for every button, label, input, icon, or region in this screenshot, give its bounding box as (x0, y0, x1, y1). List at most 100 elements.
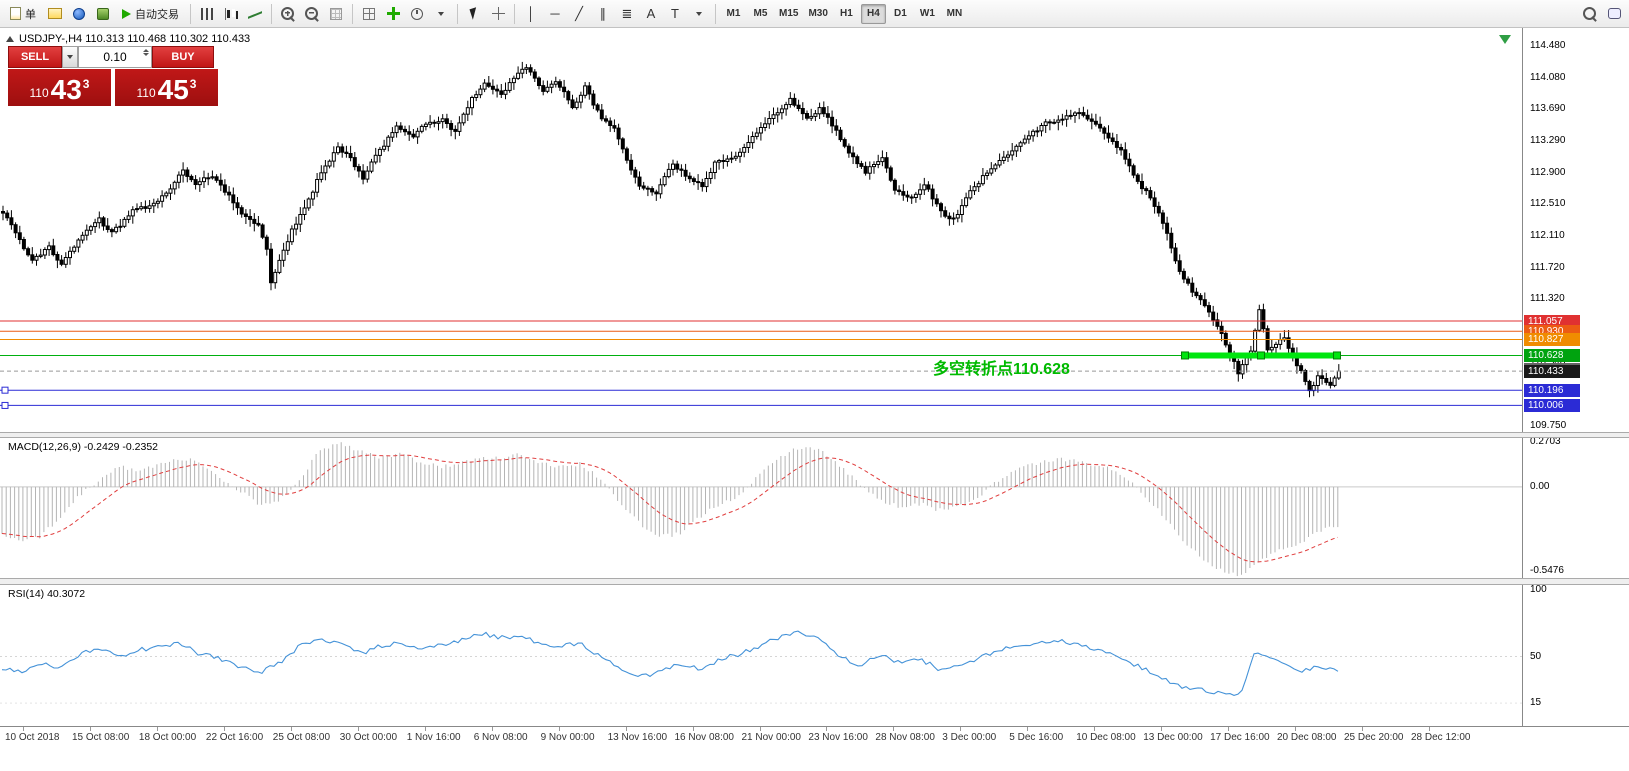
rsi-axis-label: 15 (1530, 697, 1542, 709)
rsi-chart[interactable] (0, 585, 1522, 726)
time-tick (759, 727, 761, 731)
price-badge: 110.196 (1524, 383, 1580, 397)
lot-dropdown-button[interactable] (62, 46, 78, 68)
sell-price-pip: 3 (82, 77, 90, 91)
timeframe-mn[interactable]: MN (946, 8, 963, 19)
vertical-line-tool-icon[interactable]: │ (526, 6, 536, 21)
new-chart-icon[interactable] (44, 3, 66, 25)
lot-stepper[interactable] (143, 48, 149, 57)
macd-panel[interactable]: MACD(12,26,9) -0.2429 -0.2352 (0, 438, 1522, 578)
timeframe-m30[interactable]: M30 (808, 8, 828, 19)
time-tick (826, 727, 828, 731)
zoom-in-icon[interactable] (277, 3, 299, 25)
time-axis-label: 25 Oct 08:00 (272, 732, 331, 743)
arrows-tool-icon[interactable] (688, 3, 710, 25)
candlestick-mode-icon[interactable] (220, 3, 242, 25)
autotrading-label: 自动交易 (135, 8, 179, 21)
rsi-panel[interactable]: RSI(14) 40.3072 (0, 585, 1522, 726)
time-tick (223, 727, 225, 731)
sell-price-big: 43 (50, 74, 82, 105)
time-tick (290, 727, 292, 731)
rsi-title: RSI(14) 40.3072 (8, 588, 86, 600)
price-axis-label: 113.690 (1530, 103, 1566, 115)
market-watch-icon[interactable] (92, 3, 114, 25)
buy-price-prefix: 110 (136, 86, 156, 100)
timeframe-h1[interactable]: H1 (840, 8, 853, 19)
line-chart-mode-icon[interactable] (244, 3, 266, 25)
trendline-tool-icon[interactable]: ╱ (575, 5, 583, 21)
chat-icon[interactable] (1603, 3, 1625, 25)
time-tick (156, 727, 158, 731)
buy-price-big: 45 (157, 74, 189, 105)
timeframe-h4[interactable]: H4 (860, 3, 886, 24)
chart-shift-marker[interactable] (1499, 35, 1511, 44)
zoom-out-icon[interactable] (301, 3, 323, 25)
buy-price-pip: 3 (189, 77, 197, 91)
time-axis-label: 18 Oct 00:00 (138, 732, 197, 743)
autotrading-button[interactable]: 自动交易 (116, 2, 185, 26)
order-doc-icon (10, 7, 21, 20)
time-axis-label: 1 Nov 16:00 (406, 732, 461, 743)
time-tick (893, 727, 895, 731)
one-click-collapse-icon[interactable] (6, 36, 14, 42)
horizontal-line-tool-icon[interactable]: ─ (550, 6, 560, 21)
buy-button[interactable]: BUY (152, 46, 214, 68)
time-tick (424, 727, 426, 731)
sell-button[interactable]: SELL (8, 46, 62, 68)
crosshair-tool-icon[interactable] (487, 3, 509, 25)
time-axis-label: 15 Oct 08:00 (72, 732, 130, 743)
new-order-button[interactable]: 单 (4, 2, 42, 26)
search-icon[interactable] (1579, 3, 1601, 25)
sell-price-prefix: 110 (29, 86, 49, 100)
price-badge: 110.006 (1524, 398, 1580, 412)
grid-icon[interactable] (325, 3, 347, 25)
time-tick (357, 727, 359, 731)
time-axis-label: 30 Oct 00:00 (339, 732, 398, 743)
timeframe-m5[interactable]: M5 (753, 8, 768, 19)
period-clock-icon[interactable] (406, 3, 428, 25)
profiles-icon[interactable] (68, 3, 90, 25)
bar-chart-mode-icon[interactable] (196, 3, 218, 25)
timeframe-m1[interactable]: M1 (726, 8, 741, 19)
cursor-tool-icon[interactable] (463, 3, 485, 25)
label-tool-icon[interactable]: T (671, 6, 679, 21)
time-axis-label: 20 Dec 08:00 (1277, 732, 1337, 743)
toolbar-separator (352, 3, 353, 24)
lot-size-input[interactable]: 0.10 (78, 46, 152, 68)
price-chart-panel[interactable]: USDJPY-,H4 110.313 110.468 110.302 110.4… (0, 28, 1522, 432)
text-tool-icon[interactable]: A (646, 6, 656, 21)
add-indicator-icon[interactable] (382, 3, 404, 25)
macd-chart[interactable] (0, 438, 1522, 578)
time-axis[interactable]: 10 Oct 2018 15 Oct 08:00 18 Oct 00:00 22 Oc… (0, 726, 1629, 771)
time-tick (625, 727, 627, 731)
price-axis[interactable]: 114.480 114.080 113.690 113.290 112.900 112.5… (1522, 28, 1629, 726)
price-axis-label: 112.510 (1530, 198, 1566, 210)
toolbar-separator (457, 3, 458, 24)
chart-title-text: USDJPY-,H4 110.313 110.468 110.302 110.4… (19, 33, 251, 45)
channel-tool-icon[interactable]: ∥ (599, 5, 607, 21)
candlestick-chart[interactable] (0, 28, 1522, 432)
fibonacci-tool-icon[interactable]: ≣ (621, 5, 633, 21)
price-axis-label: 111.320 (1530, 293, 1565, 305)
time-axis-label: 10 Oct 2018 (5, 732, 60, 743)
macd-axis-label: 0.00 (1530, 480, 1550, 492)
rsi-axis-label: 100 (1530, 584, 1547, 595)
buy-price-display[interactable]: 110 45 3 (115, 69, 218, 106)
timeframe-w1[interactable]: W1 (919, 8, 935, 19)
price-axis-label: 109.750 (1530, 420, 1567, 431)
timeframe-d1[interactable]: D1 (894, 8, 907, 19)
time-axis-label: 13 Dec 00:00 (1143, 732, 1203, 743)
panel-splitter[interactable] (0, 578, 1629, 585)
tile-windows-icon[interactable] (358, 3, 380, 25)
dropdown-caret-icon (67, 55, 73, 59)
lot-size-value: 0.10 (103, 50, 127, 64)
time-tick (90, 727, 91, 731)
time-tick (1094, 727, 1096, 731)
timeframe-m15[interactable]: M15 (779, 8, 799, 19)
templates-dropdown-icon[interactable] (430, 3, 452, 25)
one-click-trading-panel: SELL 0.10 BUY 110 43 3 110 45 3 (8, 46, 218, 106)
price-axis-label: 111.720 (1530, 261, 1565, 273)
panel-splitter[interactable] (0, 432, 1629, 438)
sell-price-display[interactable]: 110 43 3 (8, 69, 111, 106)
